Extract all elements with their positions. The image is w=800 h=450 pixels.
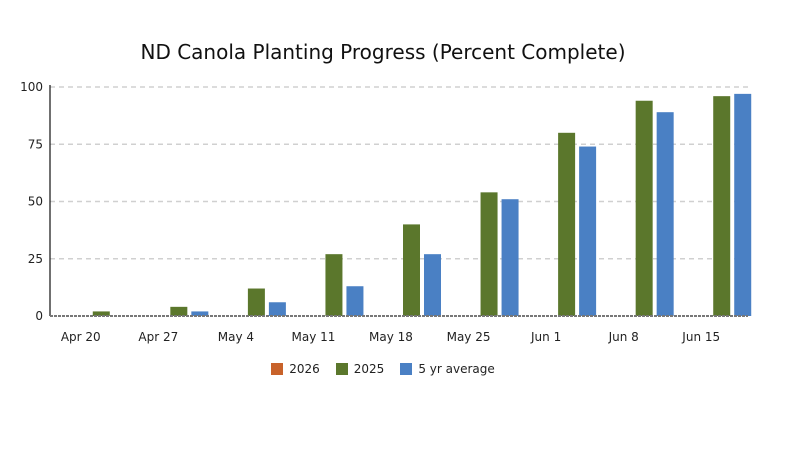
legend-label: 5 yr average bbox=[418, 362, 495, 376]
bar-2025 bbox=[92, 311, 110, 316]
legend-item[interactable]: 2026 bbox=[271, 362, 320, 376]
bar-5-yr-average bbox=[734, 93, 752, 317]
legend-label: 2026 bbox=[289, 362, 320, 376]
bar-5-yr-average bbox=[501, 199, 519, 316]
y-tick-label: 25 bbox=[28, 252, 43, 266]
bar-2025 bbox=[480, 192, 498, 316]
bar-5-yr-average bbox=[191, 311, 209, 316]
x-tick-label: Apr 20 bbox=[61, 330, 101, 344]
bar-2025 bbox=[635, 100, 653, 317]
x-tick-label: May 18 bbox=[369, 330, 413, 344]
y-tick-label: 75 bbox=[28, 137, 43, 151]
legend-item[interactable]: 2025 bbox=[335, 362, 385, 376]
bar-2025 bbox=[247, 288, 265, 316]
x-tick-label: May 25 bbox=[447, 330, 491, 344]
bar-5-yr-average bbox=[346, 286, 364, 316]
y-tick-label: 100 bbox=[20, 80, 43, 94]
legend-swatch bbox=[335, 363, 348, 375]
bar-5-yr-average bbox=[656, 112, 674, 316]
bar-5-yr-average bbox=[424, 254, 441, 316]
bar-5-yr-average bbox=[579, 146, 597, 316]
bar-2025 bbox=[170, 306, 188, 316]
bar-5-yr-average bbox=[268, 302, 286, 316]
bar-2025 bbox=[713, 96, 731, 316]
legend: 2026 2025 5 yr average bbox=[0, 362, 766, 376]
bar-2025 bbox=[403, 224, 420, 316]
bar-2025 bbox=[325, 254, 343, 316]
x-tick-label: Jun 15 bbox=[681, 330, 720, 344]
legend-label: 2025 bbox=[353, 362, 385, 376]
legend-swatch bbox=[271, 363, 284, 375]
y-tick-label: 50 bbox=[28, 195, 43, 209]
x-tick-label: May 11 bbox=[291, 330, 335, 344]
x-tick-label: Apr 27 bbox=[138, 330, 178, 344]
legend-item[interactable]: 5 yr average bbox=[400, 362, 495, 376]
y-tick-label: 0 bbox=[35, 309, 43, 323]
chart-title: ND Canola Planting Progress (Percent Com… bbox=[140, 40, 626, 64]
bar-2025 bbox=[558, 132, 576, 316]
x-tick-label: Jun 1 bbox=[530, 330, 561, 344]
x-tick-label: Jun 8 bbox=[608, 330, 639, 344]
legend-swatch bbox=[400, 363, 413, 375]
x-tick-label: May 4 bbox=[218, 330, 254, 344]
